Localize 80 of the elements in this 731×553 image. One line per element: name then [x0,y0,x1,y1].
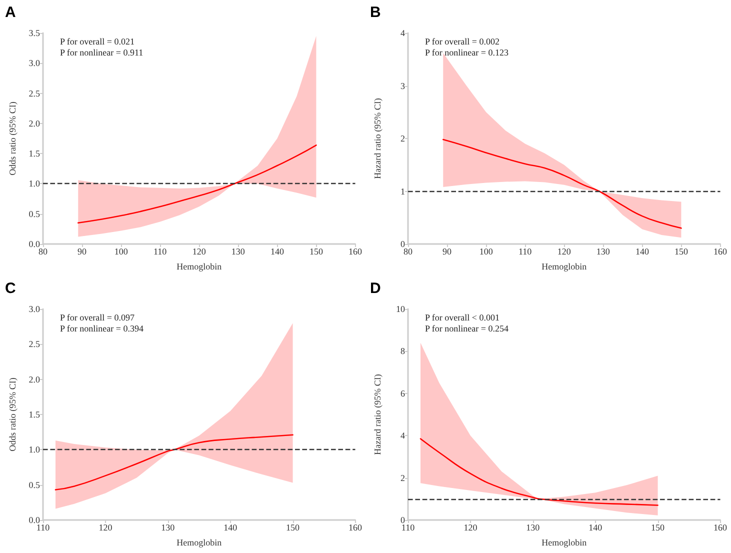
x-axis-title: Hemoglobin [542,538,588,548]
chart-title: C [5,280,16,297]
x-tick-label: 80 [404,246,413,256]
annotation: P for overall = 0.021 [60,36,134,46]
x-tick-label: 120 [557,246,572,256]
x-tick-label: 130 [596,246,610,256]
y-tick-label: 3.0 [28,58,40,68]
x-tick-label: 80 [38,246,48,256]
y-tick-label: 0.0 [28,239,40,249]
x-tick-label: 160 [348,522,362,532]
x-tick-label: 110 [36,522,50,532]
x-tick-label: 160 [714,522,728,532]
x-tick-label: 100 [114,246,128,256]
line-series [420,438,658,506]
annotation: P for overall = 0.002 [425,36,500,46]
y-tick-label: 0.5 [28,480,40,490]
line-series [77,144,317,224]
y-tick-label: 2.0 [28,374,40,384]
y-tick-label: 0.0 [28,515,40,525]
y-tick-label: 6 [400,388,406,398]
annotation: P for overall = 0.097 [60,312,135,322]
x-tick-label: 140 [270,246,284,256]
x-tick-label: 120 [192,246,206,256]
annotation: P for overall < 0.001 [425,312,500,322]
x-tick-label: 140 [635,246,650,256]
x-tick-label: 150 [674,246,688,256]
y-tick-label: 0.5 [28,208,40,219]
chart-title: B [370,4,381,21]
y-tick-label: 1.0 [28,178,40,189]
y-tick-label: 1.5 [28,410,40,420]
x-tick-label: 120 [98,522,113,532]
x-tick-label: 110 [154,246,168,256]
annotation: P for nonlinear = 0.123 [425,48,509,58]
y-tick-label: 2 [400,472,405,483]
y-axis-title: Hazard ratio (95% CI) [372,374,382,455]
x-tick-label: 90 [442,246,452,256]
y-axis-title: Odds ratio (95% CI) [8,378,18,452]
x-tick-label: 160 [714,246,728,256]
y-tick-label: 2.0 [28,118,40,128]
y-tick-label: 1.0 [28,444,40,455]
x-tick-label: 90 [78,246,88,256]
y-tick-label: 3.5 [28,28,40,38]
y-tick-label: 3.0 [28,304,40,314]
x-tick-label: 110 [518,246,532,256]
x-tick-label: 130 [161,522,176,532]
y-tick-label: 2.5 [28,88,40,98]
x-tick-label: 110 [401,522,416,532]
x-tick-label: 140 [588,522,603,532]
y-tick-label: 1.5 [28,148,40,159]
x-axis-title: Hemoglobin [542,262,588,272]
x-tick-label: 150 [651,522,666,532]
y-tick-label: 3 [400,80,406,91]
y-tick-label: 2.5 [28,339,40,350]
y-tick-label: 2 [400,134,405,144]
annotation: P for nonlinear = 0.394 [60,324,144,334]
x-tick-label: 120 [464,522,478,532]
annotation: P for nonlinear = 0.911 [60,48,144,58]
y-axis-title: Hazard ratio (95% CI) [372,98,382,179]
x-tick-label: 130 [231,246,246,256]
x-tick-label: 100 [479,246,494,256]
y-tick-label: 10 [396,304,406,314]
annotation: P for nonlinear = 0.254 [425,324,509,334]
x-tick-label: 130 [526,522,540,532]
y-tick-label: 0 [400,239,406,249]
y-tick-label: 4 [400,28,406,38]
x-tick-label: 150 [309,246,324,256]
line-series [54,434,294,490]
x-tick-label: 160 [348,246,362,256]
x-tick-label: 140 [224,522,238,532]
y-tick-label: 1 [400,186,405,196]
chart-title: D [370,280,381,297]
y-tick-label: 0 [400,515,406,525]
x-axis-title: Hemoglobin [176,262,222,272]
chart-title: A [5,4,16,21]
line-series [442,138,682,229]
x-axis-title: Hemoglobin [176,538,222,548]
y-tick-label: 8 [400,346,406,356]
y-axis-title: Odds ratio (95% CI) [8,102,18,176]
x-tick-label: 150 [286,522,300,532]
y-tick-label: 4 [400,430,406,441]
